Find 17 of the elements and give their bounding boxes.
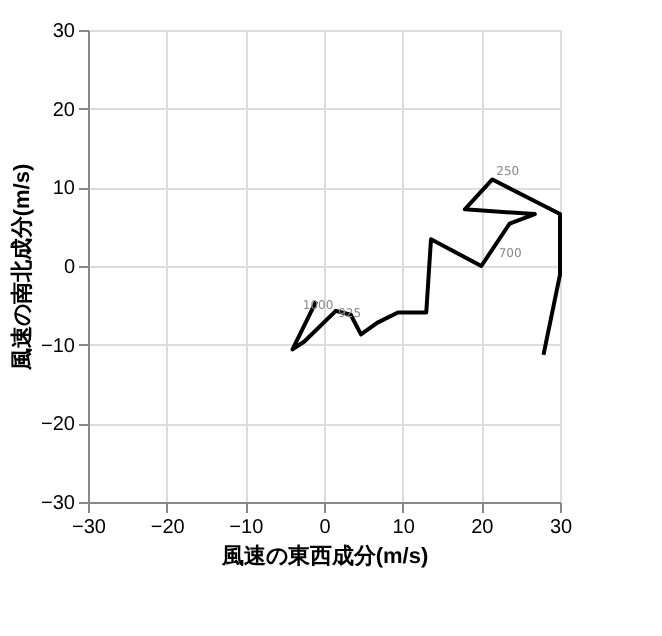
x-tick-label: −10 bbox=[229, 517, 265, 539]
x-tick-label: −30 bbox=[72, 517, 107, 539]
x-tick-label: 20 bbox=[471, 517, 495, 539]
y-tick-label: 10 bbox=[52, 178, 76, 201]
x-tick-label: 10 bbox=[392, 517, 416, 539]
x-tick-label: 30 bbox=[549, 517, 573, 539]
y-tick-label: 20 bbox=[52, 99, 76, 122]
y-tick-label: 30 bbox=[52, 21, 76, 43]
line-series bbox=[290, 177, 562, 357]
x-axis-title: 風速の東西成分(m/s) bbox=[219, 543, 429, 569]
y-tick-label: −30 bbox=[41, 493, 76, 515]
x-tick-label: 0 bbox=[319, 517, 332, 539]
y-tick-label: −20 bbox=[41, 414, 76, 437]
x-tick-label: −20 bbox=[150, 517, 186, 539]
y-axis-title: 風速の南北成分(m/s) bbox=[9, 163, 36, 373]
y-tick-label: −10 bbox=[41, 335, 76, 358]
y-tick-label: 0 bbox=[63, 257, 76, 279]
